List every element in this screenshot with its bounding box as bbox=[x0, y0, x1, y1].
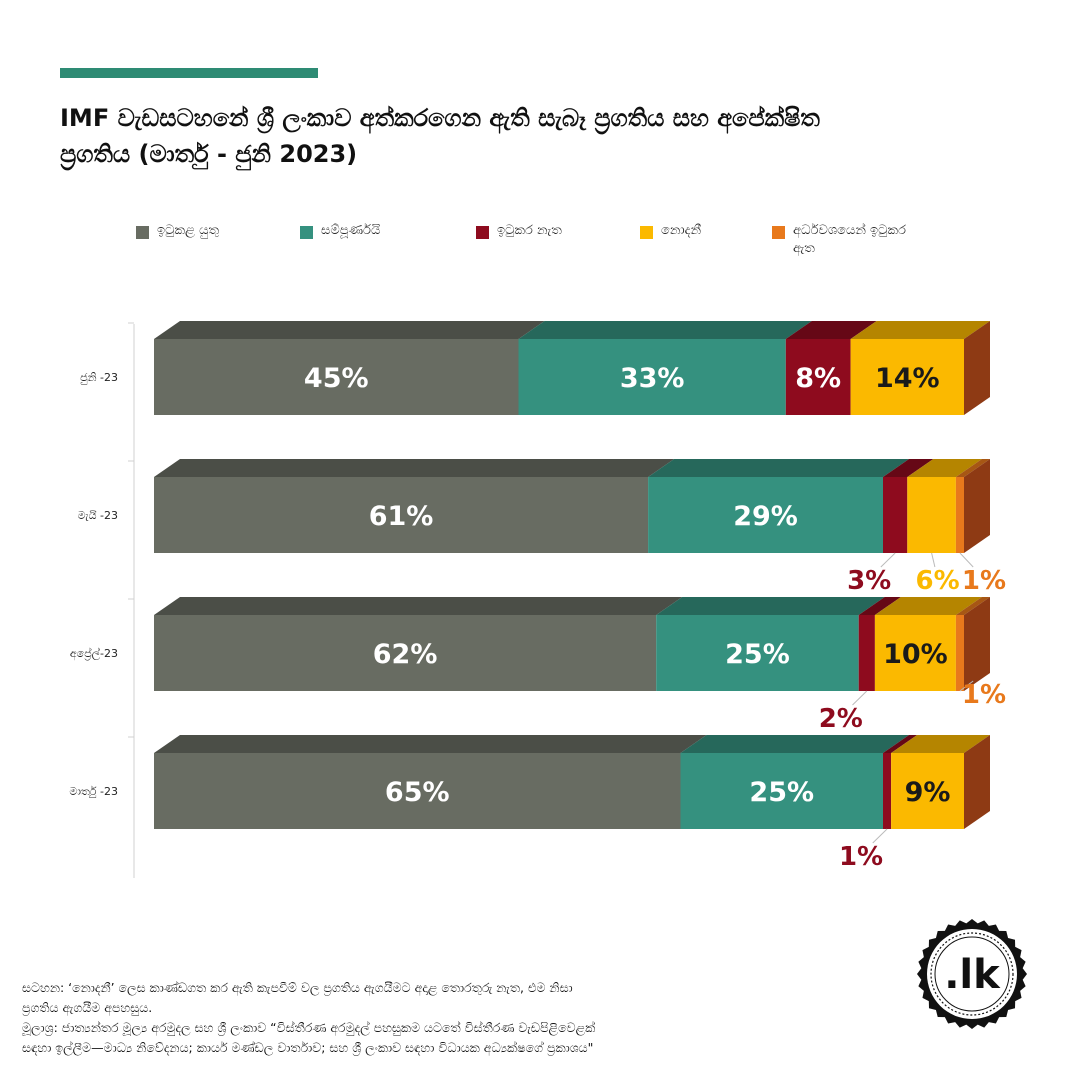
bar-top-face bbox=[154, 459, 675, 477]
bar-segment bbox=[850, 339, 964, 415]
bar-segment bbox=[955, 615, 964, 691]
leader-line bbox=[880, 552, 896, 568]
bar-top-face bbox=[955, 459, 990, 477]
data-label: 14% bbox=[875, 363, 940, 394]
bar-top-face bbox=[883, 459, 934, 477]
bar-top-face bbox=[518, 321, 812, 339]
data-label-outside: 1% bbox=[962, 680, 1006, 710]
bar-segment bbox=[648, 477, 883, 553]
bar-segment bbox=[874, 615, 956, 691]
bar-top-face bbox=[785, 321, 877, 339]
legend-item-partially-done: අර්ධවශයෙන් ඉටුකර ඇත bbox=[772, 222, 922, 258]
legend-swatch bbox=[300, 226, 313, 239]
data-label: 8% bbox=[795, 363, 841, 394]
leader-line bbox=[959, 552, 974, 568]
bar-segment bbox=[785, 339, 851, 415]
bar-top-face bbox=[858, 597, 901, 615]
source-line-2: සඳහා ඉල්ලීම—මාධ්‍ය නිවේදනය; කාර්ය මණ්ඩල … bbox=[22, 1040, 594, 1055]
bar-segment bbox=[891, 753, 964, 829]
legend-label: සම්පූර්ණයි bbox=[321, 223, 381, 238]
bar-segment bbox=[858, 615, 875, 691]
category-label: මාර්තු -23 bbox=[69, 785, 118, 798]
data-label-outside: 3% bbox=[847, 566, 891, 596]
bar-segment bbox=[656, 615, 859, 691]
legend-item-completed: සම්පූර්ණයි bbox=[300, 222, 380, 240]
bar-top-face bbox=[680, 735, 909, 753]
legend-label: නොදනී bbox=[661, 223, 702, 238]
bar-top-face bbox=[154, 735, 707, 753]
bar-side-face bbox=[964, 735, 990, 829]
data-label: 25% bbox=[725, 639, 790, 670]
legend-swatch bbox=[772, 226, 785, 239]
data-label-outside: 2% bbox=[819, 704, 863, 734]
data-label: 65% bbox=[385, 777, 450, 808]
bar-top-face bbox=[891, 735, 990, 753]
bar-side-face bbox=[964, 459, 990, 553]
bar-top-face bbox=[883, 735, 918, 753]
bar-segment bbox=[154, 339, 519, 415]
data-label: 33% bbox=[620, 363, 685, 394]
bar-top-face bbox=[656, 597, 885, 615]
data-label: 9% bbox=[905, 777, 951, 808]
bar-top-face bbox=[907, 459, 982, 477]
bar-segment bbox=[907, 477, 956, 553]
legend-swatch bbox=[640, 226, 653, 239]
bar-segment bbox=[680, 753, 883, 829]
chart-footnote: සටහන: ‘නොදනී’ ලෙස කාණ්ඩගත කර ඇති කැපවීම්… bbox=[22, 978, 882, 1058]
stacked-bar-chart: ජුනි -23 45% 33% 8% 14%මැයි -23 61% 29%3% 6% 1%අ… bbox=[69, 321, 1006, 878]
leader-line bbox=[931, 552, 936, 568]
bar-segment bbox=[518, 339, 786, 415]
data-label-outside: 1% bbox=[839, 842, 883, 872]
bar-top-face bbox=[154, 321, 545, 339]
bar-segment bbox=[154, 615, 657, 691]
bar-top-face bbox=[955, 597, 990, 615]
data-label: 61% bbox=[369, 501, 434, 532]
chart-title-line2: ප්‍රගතිය (මාර්තු - ජුනි 2023) bbox=[60, 140, 358, 168]
note-line-2: ප්‍රගතිය ඇගයීම අපහසුය. bbox=[22, 1000, 153, 1015]
legend-item-unknown: නොදනී bbox=[640, 222, 701, 240]
data-label: 10% bbox=[883, 639, 948, 670]
bar-segment bbox=[883, 753, 892, 829]
legend-label: ඉටුකර නැත bbox=[497, 223, 562, 238]
legend-swatch bbox=[476, 226, 489, 239]
leader-line bbox=[872, 828, 888, 844]
legend-item-not-done: ඉටුකර නැත bbox=[476, 222, 562, 240]
data-label-outside: 6% bbox=[916, 566, 960, 596]
logo-text: .lk bbox=[944, 952, 1001, 998]
bar-segment bbox=[955, 477, 964, 553]
bar-top-face bbox=[874, 597, 982, 615]
bar-top-face bbox=[648, 459, 909, 477]
bar-side-face bbox=[964, 597, 990, 691]
note-line-1: සටහන: ‘නොදනී’ ලෙස කාණ්ඩගත කර ඇති කැපවීම්… bbox=[22, 980, 573, 995]
title-accent-bar bbox=[60, 68, 318, 78]
legend-item-to-be-done: ඉටුකළ යුතු bbox=[136, 222, 219, 240]
category-label: මැයි -23 bbox=[78, 509, 118, 522]
bar-side-face bbox=[964, 321, 990, 415]
data-label: 29% bbox=[733, 501, 798, 532]
leader-line bbox=[959, 680, 974, 692]
legend-label: අර්ධවශයෙන් ඉටුකර ඇත bbox=[793, 223, 906, 256]
category-label: අප්‍රේල්-23 bbox=[70, 646, 118, 661]
data-label-outside: 1% bbox=[962, 566, 1006, 596]
chart-title-line1: IMF වැඩසටහනේ ශ්‍රී ලංකාව අත්කරගෙන ඇති සැ… bbox=[60, 104, 820, 132]
source-line-1: මූලාශ්‍ර: ජාත්‍යන්තර මූල්‍ය අරමුදල සහ ශ්… bbox=[22, 1020, 596, 1035]
chart-legend: ඉටුකළ යුතු සම්පූර්ණයි ඉටුකර නැත නොදනී අර… bbox=[0, 222, 1080, 272]
leader-line bbox=[852, 690, 868, 706]
data-label: 45% bbox=[304, 363, 369, 394]
data-label: 62% bbox=[373, 639, 438, 670]
bar-segment bbox=[154, 477, 649, 553]
bar-segment bbox=[883, 477, 908, 553]
bar-top-face bbox=[154, 597, 683, 615]
bar-segment bbox=[154, 753, 681, 829]
bar-top-face bbox=[850, 321, 990, 339]
chart-title: IMF වැඩසටහනේ ශ්‍රී ලංකාව අත්කරගෙන ඇති සැ… bbox=[60, 100, 1020, 172]
lk-seal-icon: .lk bbox=[917, 919, 1027, 1029]
legend-swatch bbox=[136, 226, 149, 239]
category-label: ජුනි -23 bbox=[80, 371, 118, 384]
legend-label: ඉටුකළ යුතු bbox=[157, 223, 219, 238]
data-label: 25% bbox=[749, 777, 814, 808]
